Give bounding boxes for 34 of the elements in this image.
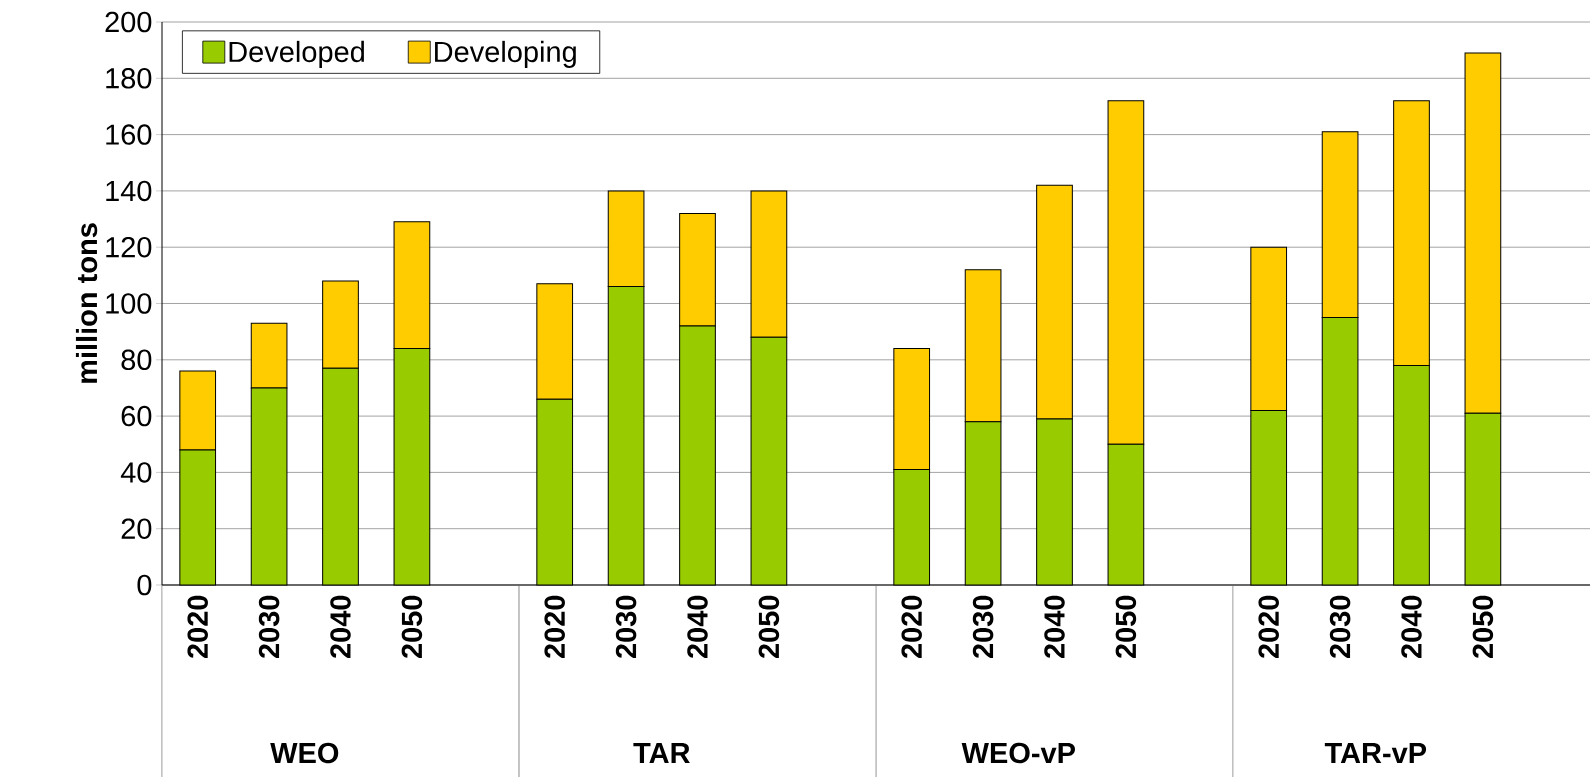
x-tick-label: 2020: [1258, 595, 1279, 659]
x-tick-label: 2030: [615, 595, 637, 659]
x-tick-label: 2040: [687, 595, 708, 659]
y-tick-label: 180: [106, 68, 152, 89]
y-tick-label: 40: [120, 462, 152, 483]
legend-label: Developing: [435, 40, 576, 68]
y-axis-title: million tons: [75, 223, 98, 383]
x-tick-label: 2050: [758, 595, 780, 659]
x-tick-label: 2030: [1329, 595, 1351, 659]
x-tick-label: 2040: [1044, 595, 1065, 659]
legend-label: Developed: [229, 40, 364, 68]
x-tick-label: 2050: [401, 595, 423, 659]
y-tick-label: 100: [106, 293, 152, 314]
x-tick-label: 2040: [1401, 595, 1422, 659]
y-tick-label: 200: [105, 11, 152, 33]
x-tick-label: 2030: [972, 595, 994, 659]
x-tick-label: 2020: [187, 595, 208, 659]
y-tick-label: 120: [106, 236, 152, 258]
y-tick-label: 160: [106, 124, 152, 145]
text: WEO: [270, 742, 339, 764]
x-tick-label: 2020: [544, 595, 565, 659]
x-tick-label: 2020: [901, 595, 922, 659]
text: TAR: [633, 743, 690, 763]
y-tick-label: 20: [121, 518, 152, 539]
x-tick-label: 2050: [1115, 595, 1137, 659]
text: TAR-vP: [1324, 743, 1427, 763]
text: WEO-vP: [961, 742, 1076, 764]
x-tick-label: 2050: [1472, 595, 1494, 659]
y-tick-label: 60: [121, 405, 152, 427]
y-tick-label: 0: [137, 574, 152, 596]
y-tick-label: 140: [106, 180, 152, 202]
y-tick-label: 80: [121, 349, 152, 371]
x-tick-label: 2040: [330, 595, 351, 659]
x-tick-label: 2030: [258, 595, 280, 659]
